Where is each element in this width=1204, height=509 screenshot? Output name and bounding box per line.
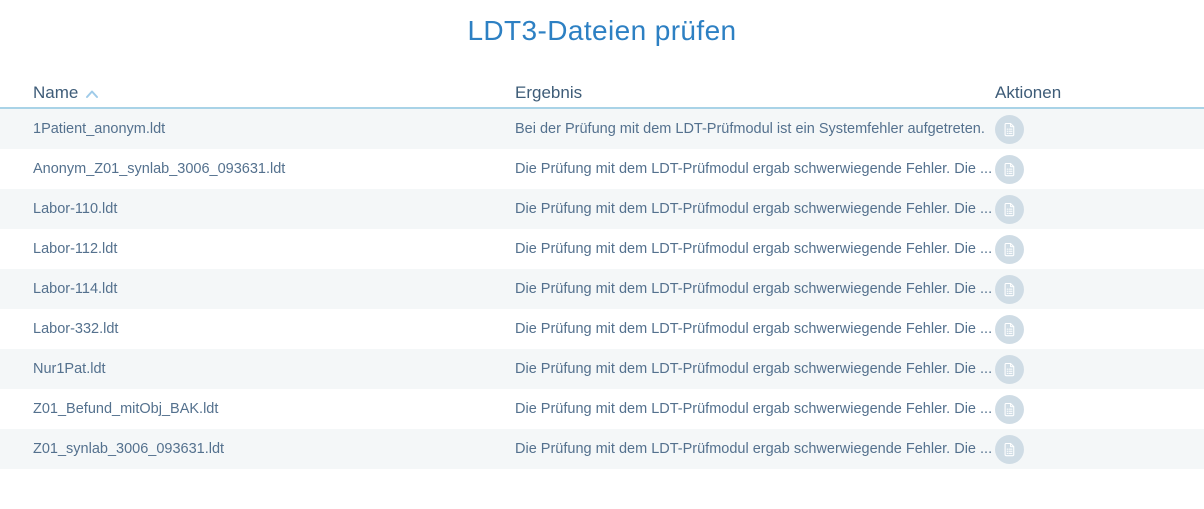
table-row: Nur1Pat.ldt Die Prüfung mit dem LDT-Prüf… <box>0 349 1204 389</box>
table-row: Anonym_Z01_synlab_3006_093631.ldt Die Pr… <box>0 149 1204 189</box>
view-report-button[interactable] <box>995 354 1024 384</box>
result-text: Die Prüfung mit dem LDT-Prüfmodul ergab … <box>515 281 993 297</box>
result-text: Die Prüfung mit dem LDT-Prüfmodul ergab … <box>515 241 993 257</box>
result-text: Die Prüfung mit dem LDT-Prüfmodul ergab … <box>515 441 993 457</box>
table-row: Z01_synlab_3006_093631.ldt Die Prüfung m… <box>0 429 1204 469</box>
file-name: Anonym_Z01_synlab_3006_093631.ldt <box>33 161 286 177</box>
document-report-icon <box>1001 281 1018 298</box>
document-report-icon <box>1001 401 1018 418</box>
table-row: 1Patient_anonym.ldt Bei der Prüfung mit … <box>0 109 1204 149</box>
table-row: Labor-114.ldt Die Prüfung mit dem LDT-Pr… <box>0 269 1204 309</box>
view-report-button[interactable] <box>995 394 1024 424</box>
file-name: 1Patient_anonym.ldt <box>33 121 166 137</box>
document-report-icon <box>1001 161 1018 178</box>
table-row: Labor-110.ldt Die Prüfung mit dem LDT-Pr… <box>0 189 1204 229</box>
file-name: Labor-110.ldt <box>33 201 118 217</box>
view-report-button[interactable] <box>995 274 1024 304</box>
ldt-file-table: Name Ergebnis Aktionen 1Patient_anonym.l… <box>0 79 1204 469</box>
file-name: Labor-114.ldt <box>33 281 118 297</box>
result-text: Die Prüfung mit dem LDT-Prüfmodul ergab … <box>515 321 993 337</box>
column-header-aktionen: Aktionen <box>995 83 1204 103</box>
view-report-button[interactable] <box>995 114 1024 144</box>
view-report-button[interactable] <box>995 234 1024 264</box>
column-header-name[interactable]: Name <box>0 83 515 103</box>
table-row: Labor-332.ldt Die Prüfung mit dem LDT-Pr… <box>0 309 1204 349</box>
table-row: Labor-112.ldt Die Prüfung mit dem LDT-Pr… <box>0 229 1204 269</box>
file-name: Z01_synlab_3006_093631.ldt <box>33 441 225 457</box>
file-name: Labor-332.ldt <box>33 321 119 337</box>
column-header-ergebnis-label: Ergebnis <box>515 83 583 102</box>
document-report-icon <box>1001 241 1018 258</box>
table-header-row: Name Ergebnis Aktionen <box>0 79 1204 109</box>
sort-ascending-icon <box>85 89 99 99</box>
document-report-icon <box>1001 121 1018 138</box>
document-report-icon <box>1001 321 1018 338</box>
view-report-button[interactable] <box>995 314 1024 344</box>
result-text: Die Prüfung mit dem LDT-Prüfmodul ergab … <box>515 161 993 177</box>
result-text: Die Prüfung mit dem LDT-Prüfmodul ergab … <box>515 201 993 217</box>
file-name: Z01_Befund_mitObj_BAK.ldt <box>33 401 219 417</box>
result-text: Die Prüfung mit dem LDT-Prüfmodul ergab … <box>515 361 993 377</box>
view-report-button[interactable] <box>995 434 1024 464</box>
result-text: Die Prüfung mit dem LDT-Prüfmodul ergab … <box>515 401 993 417</box>
file-name: Nur1Pat.ldt <box>33 361 106 377</box>
table-body: 1Patient_anonym.ldt Bei der Prüfung mit … <box>0 109 1204 469</box>
view-report-button[interactable] <box>995 194 1024 224</box>
page-title: LDT3-Dateien prüfen <box>467 15 737 46</box>
view-report-button[interactable] <box>995 154 1024 184</box>
column-header-aktionen-label: Aktionen <box>995 83 1062 102</box>
column-header-ergebnis[interactable]: Ergebnis <box>515 83 995 103</box>
document-report-icon <box>1001 201 1018 218</box>
document-report-icon <box>1001 441 1018 458</box>
document-report-icon <box>1001 361 1018 378</box>
column-header-name-label: Name <box>33 83 79 102</box>
result-text: Bei der Prüfung mit dem LDT-Prüfmodul is… <box>515 121 985 137</box>
table-row: Z01_Befund_mitObj_BAK.ldt Die Prüfung mi… <box>0 389 1204 429</box>
file-name: Labor-112.ldt <box>33 241 118 257</box>
